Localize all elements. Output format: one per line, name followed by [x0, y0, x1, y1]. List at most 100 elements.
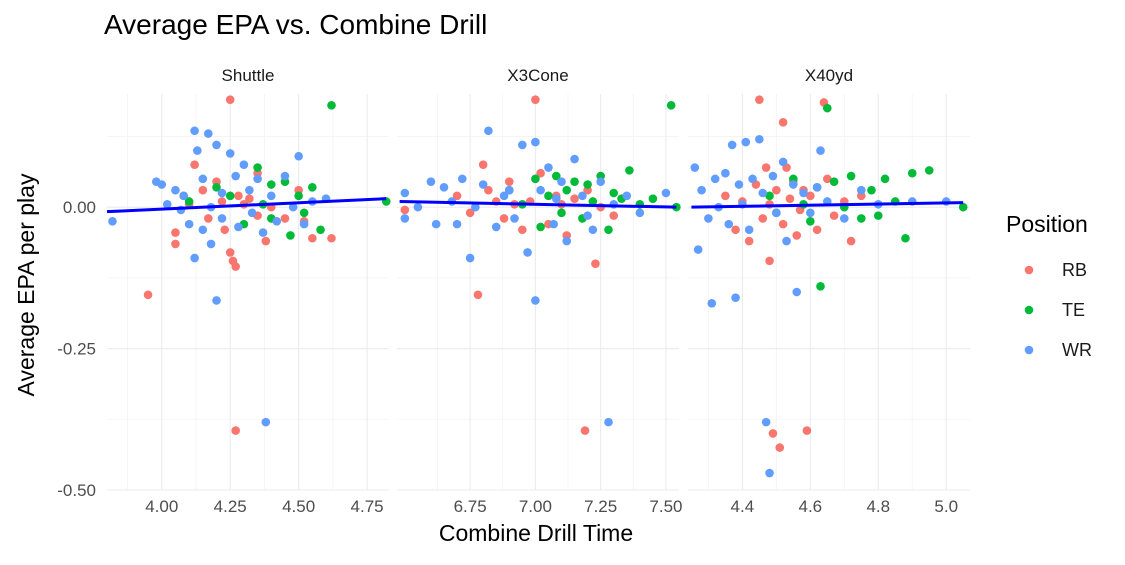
legend-title: Position [1006, 211, 1088, 237]
data-point-wr [570, 154, 579, 164]
data-point-wr [212, 296, 221, 305]
data-point-rb [761, 163, 771, 172]
data-point-te [604, 225, 613, 235]
trend-line [399, 199, 677, 209]
data-point-rb [280, 214, 290, 223]
data-point-wr [225, 149, 235, 158]
data-point-wr [531, 296, 540, 305]
data-point-wr [258, 228, 268, 237]
data-point-rb [465, 208, 475, 218]
data-point-te [880, 174, 890, 184]
data-point-te [765, 191, 774, 201]
data-point-wr [217, 214, 227, 223]
data-point-wr [697, 185, 706, 195]
data-point-wr [484, 126, 493, 136]
data-point-rb [484, 185, 493, 195]
data-point-wr [588, 225, 598, 235]
data-point-wr [471, 202, 480, 212]
data-point-rb [823, 174, 832, 184]
data-point-te [816, 282, 825, 291]
x-tick-label: 4.50 [282, 497, 315, 516]
data-point-wr [523, 248, 532, 257]
data-point-te [829, 177, 839, 186]
data-point-te [856, 214, 866, 223]
data-point-rb [231, 262, 240, 271]
data-point-te [958, 202, 968, 212]
data-point-wr [261, 417, 271, 427]
x-tick-label: 4.25 [214, 497, 247, 516]
data-point-wr [758, 188, 768, 198]
data-point-wr [761, 417, 771, 427]
data-point-wr [583, 211, 592, 220]
data-point-wr [799, 188, 808, 198]
data-point-rb [400, 205, 410, 215]
x-tick-label: 4.00 [145, 497, 178, 516]
data-point-rb [531, 95, 540, 104]
data-point-wr [162, 200, 172, 209]
data-point-wr [190, 126, 199, 136]
data-point-te [901, 233, 910, 243]
data-point-wr [171, 185, 180, 195]
data-point-wr [856, 185, 866, 195]
data-point-rb [225, 95, 235, 104]
data-point-te [666, 101, 676, 110]
data-point-te [536, 222, 545, 232]
data-point-wr [247, 208, 257, 218]
x-tick-label: 7.25 [584, 497, 617, 516]
data-point-rb [765, 256, 774, 266]
data-point-wr [239, 160, 249, 170]
data-point-wr [431, 219, 441, 229]
data-point-rb [478, 160, 488, 170]
data-point-wr [604, 417, 613, 427]
data-point-te [562, 185, 572, 195]
data-point-wr [622, 191, 632, 201]
y-axis-ticks: -0.50 -0.25 0.00 [57, 198, 96, 500]
x-tick-label: 4.6 [798, 497, 822, 516]
data-point-te [823, 103, 832, 113]
facet-panel-x3cone: 6.75 7.00 7.25 7.50 X3Cone [397, 66, 682, 516]
data-point-wr [789, 180, 798, 189]
data-point-wr [253, 174, 262, 184]
data-point-wr [184, 219, 194, 229]
data-point-rb [772, 185, 781, 195]
data-point-wr [741, 137, 751, 147]
data-point-te [294, 191, 303, 201]
data-point-rb [231, 426, 240, 435]
data-point-wr [596, 177, 605, 186]
data-point-rb [570, 194, 579, 203]
data-point-rb [473, 290, 483, 300]
data-point-wr [400, 188, 410, 198]
data-point-te [625, 166, 634, 175]
data-point-wr [724, 219, 734, 229]
data-point-wr [206, 239, 216, 249]
data-point-rb [504, 177, 514, 186]
data-point-wr [544, 163, 553, 172]
data-point-wr [457, 174, 467, 184]
data-point-rb [721, 191, 730, 201]
data-point-wr [635, 208, 645, 218]
data-point-te [583, 180, 592, 189]
data-point-rb [846, 236, 856, 246]
data-point-rb [220, 225, 230, 235]
facet-strip-label: X3Cone [507, 66, 568, 85]
legend-key-wr [1024, 345, 1034, 355]
data-point-rb [768, 429, 778, 438]
data-point-rb [792, 231, 802, 240]
data-point-wr [721, 168, 730, 178]
data-point-wr [768, 171, 778, 181]
data-point-wr [839, 214, 849, 223]
data-point-rb [591, 259, 600, 269]
data-point-wr [772, 208, 781, 218]
data-point-wr [707, 299, 717, 308]
data-point-wr [288, 202, 298, 212]
data-point-te [867, 185, 876, 195]
data-point-rb [802, 426, 812, 435]
data-point-wr [413, 202, 423, 212]
data-point-rb [829, 211, 839, 220]
data-point-te [846, 171, 856, 181]
data-point-te [648, 194, 658, 203]
data-point-rb [261, 236, 271, 246]
facet-panel-x40yd: 4.4 4.6 4.8 5.0 X40yd [688, 66, 970, 516]
data-point-te [308, 183, 317, 192]
